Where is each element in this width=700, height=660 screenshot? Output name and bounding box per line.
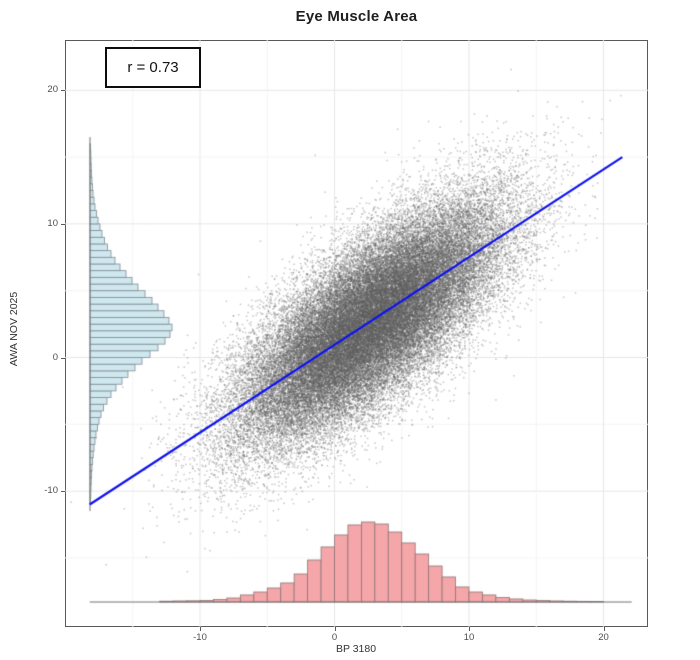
y-tick-mark: [61, 357, 65, 359]
y-tick-mark: [61, 491, 65, 493]
correlation-value: r = 0.73: [127, 59, 179, 76]
x-tick-mark: [469, 627, 470, 631]
y-tick-label: -10: [44, 485, 58, 497]
x-tick-mark: [200, 627, 201, 631]
y-tick-mark: [61, 90, 65, 92]
x-tick-label: 20: [598, 632, 609, 643]
y-tick-label: 0: [52, 351, 58, 363]
y-tick-label: 10: [47, 217, 58, 229]
y-tick-mark: [61, 223, 65, 225]
correlation-annotation-box: r = 0.73: [105, 47, 201, 88]
x-tick-label: -10: [193, 632, 207, 643]
x-tick-label: 10: [463, 632, 475, 643]
chart-title: Eye Muscle Area: [295, 8, 418, 25]
scatterplot-canvas: [65, 40, 648, 627]
x-tick-label: 0: [331, 632, 338, 643]
x-tick-mark: [603, 627, 605, 631]
y-axis-title: AWA NOV 2025: [8, 291, 20, 367]
x-tick-mark: [334, 627, 336, 631]
x-axis-title: BP 3180: [335, 643, 377, 655]
y-tick-label: 20: [47, 84, 58, 96]
